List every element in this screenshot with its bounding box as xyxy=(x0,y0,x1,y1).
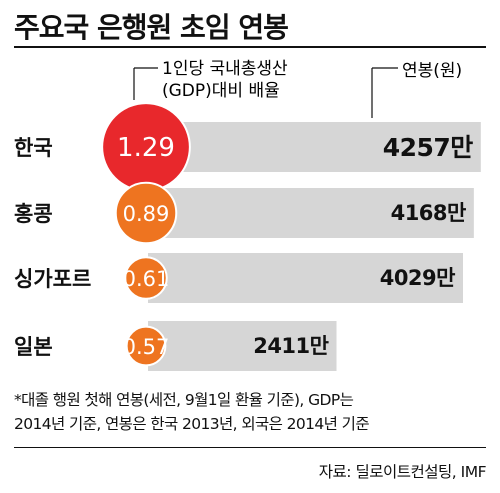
ratio-label-0: 1.29 xyxy=(117,133,175,163)
salary-label-3: 2411만 xyxy=(253,334,328,358)
category-label-1: 홍콩 xyxy=(14,202,53,226)
salary-bar-0 xyxy=(148,122,481,172)
salary-bar-3 xyxy=(148,321,337,371)
source-note: 자료: 딜로이트컨설팅, IMF xyxy=(318,463,487,481)
ratio-bubble-3 xyxy=(125,325,167,367)
ratio-label-3: 0.57 xyxy=(123,335,170,359)
legend-ratio-line2: (GDP)대비 배율 xyxy=(162,81,280,101)
category-label-2: 싱가포르 xyxy=(14,267,91,291)
title-rule xyxy=(14,46,486,48)
footnote: *대졸 행원 첫해 연봉(세전, 9월1일 환율 기준), GDP는 2014년… xyxy=(14,391,370,433)
legend-salary: 연봉(원) xyxy=(402,61,462,81)
salary-label-0: 4257만 xyxy=(383,133,474,162)
salary-bar-2 xyxy=(148,253,463,303)
salary-bar-1 xyxy=(148,188,474,238)
salary-label-2: 4029만 xyxy=(380,266,455,290)
salary-label-1: 4168만 xyxy=(391,201,466,225)
ratio-bubble-2 xyxy=(124,256,168,300)
category-label-0: 한국 xyxy=(14,136,53,160)
ratio-bubble-1 xyxy=(114,181,178,245)
chart-title: 주요국 은행원 초임 연봉 xyxy=(14,11,289,44)
ratio-label-2: 0.61 xyxy=(123,267,170,291)
category-label-3: 일본 xyxy=(14,335,53,359)
ratio-label-1: 0.89 xyxy=(123,202,170,226)
legend-ratio-line1: 1인당 국내총생산 xyxy=(162,59,288,79)
footnote-rule xyxy=(14,447,486,448)
